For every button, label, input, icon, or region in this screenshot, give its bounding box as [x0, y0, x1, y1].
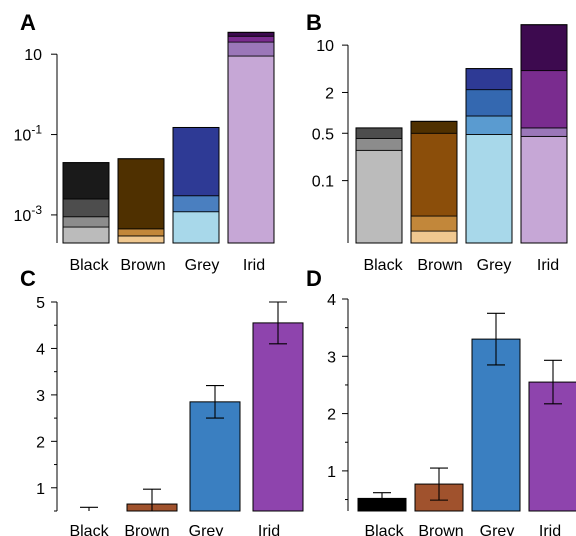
- y-tick-label: 1: [36, 481, 45, 498]
- panel-label-a: A: [20, 10, 36, 35]
- bar-segment: [410, 230, 458, 244]
- category-label: Irid: [537, 257, 559, 274]
- panel-label-c: C: [20, 266, 36, 291]
- panel-d: D 1 2 3 4 Black Brown Grey Irid: [306, 266, 576, 536]
- panel-label-d: D: [306, 266, 322, 291]
- bar-outline: [520, 24, 568, 244]
- bar-segment: [410, 120, 458, 134]
- bar-segment: [117, 228, 165, 237]
- category-label: Black: [69, 257, 109, 274]
- bar: [471, 338, 521, 512]
- bar-outline: [117, 158, 165, 244]
- bar-segment: [520, 127, 568, 137]
- panel-label-b: B: [306, 10, 322, 35]
- category-label: Grey: [189, 523, 224, 536]
- bar-segment: [465, 89, 513, 117]
- bar-segment: [465, 134, 513, 244]
- bar-segment: [172, 211, 220, 244]
- y-tick-label: 0.1: [312, 174, 334, 191]
- bar-segment: [355, 149, 403, 244]
- bar-segment: [62, 162, 110, 200]
- category-label: Brown: [418, 523, 463, 536]
- y-tick-label: 4: [327, 292, 336, 309]
- bar-outline: [410, 120, 458, 244]
- bar-segment: [172, 195, 220, 213]
- bar-segment: [520, 24, 568, 72]
- bar-segment: [117, 158, 165, 230]
- y-tick-label: 3: [36, 388, 45, 405]
- bar-segment: [410, 132, 458, 217]
- bar-outline: [355, 127, 403, 244]
- category-label: Black: [363, 257, 403, 274]
- category-label: Grey: [185, 257, 220, 274]
- bar-segment: [465, 115, 513, 135]
- category-label: Irid: [243, 257, 265, 274]
- category-label: Irid: [258, 523, 280, 536]
- category-label: Brown: [417, 257, 462, 274]
- category-label: Grey: [480, 523, 515, 536]
- bar-outline: [62, 162, 110, 244]
- bar-segment: [355, 127, 403, 139]
- y-tick-label: 2: [325, 85, 334, 102]
- category-label: Brown: [124, 523, 169, 536]
- y-tick-label: 3: [327, 349, 336, 366]
- y-tick-label: 10: [316, 38, 334, 55]
- bar-outline: [465, 68, 513, 244]
- bar-segment: [410, 215, 458, 232]
- bar-segment: [62, 198, 110, 218]
- bar-outline: [172, 126, 220, 244]
- panel-b: B 10 2 0.5 0.1 Black Brown Grey Irid: [306, 10, 568, 274]
- bar-segment: [227, 41, 275, 57]
- panel-c: C 1 2 3 4 5 Black Brown Grey Irid: [20, 266, 304, 536]
- y-tick-label: 10-3: [14, 203, 43, 225]
- y-tick-label: 1: [327, 464, 336, 481]
- bar-segment: [117, 235, 165, 244]
- panel-a: A 10 10-1 10-3 Black Brown Grey Irid: [14, 10, 275, 274]
- bar-segment: [227, 31, 275, 37]
- y-tick-label: 2: [327, 407, 336, 424]
- bar-segment: [520, 135, 568, 244]
- bar-segment: [227, 55, 275, 244]
- category-label: Grey: [477, 257, 512, 274]
- y-tick-label: 10-1: [14, 123, 43, 145]
- bar-segment: [520, 70, 568, 129]
- bar-segment: [62, 226, 110, 244]
- category-label: Irid: [539, 523, 561, 536]
- y-tick-label: 5: [36, 295, 45, 312]
- y-tick-label: 10: [24, 47, 42, 64]
- category-label: Black: [69, 523, 109, 536]
- bar-segment: [172, 127, 220, 197]
- y-tick-label: 4: [36, 341, 45, 358]
- bar-segment: [465, 68, 513, 91]
- bar-outline: [227, 31, 275, 244]
- bar-segment: [355, 137, 403, 151]
- bar: [252, 322, 304, 512]
- bar: [189, 401, 241, 512]
- y-tick-label: 2: [36, 434, 45, 451]
- category-label: Black: [364, 523, 404, 536]
- bar-segment: [62, 216, 110, 228]
- y-tick-label: 0.5: [312, 126, 334, 143]
- bar-segment: [227, 35, 275, 43]
- category-label: Brown: [120, 257, 165, 274]
